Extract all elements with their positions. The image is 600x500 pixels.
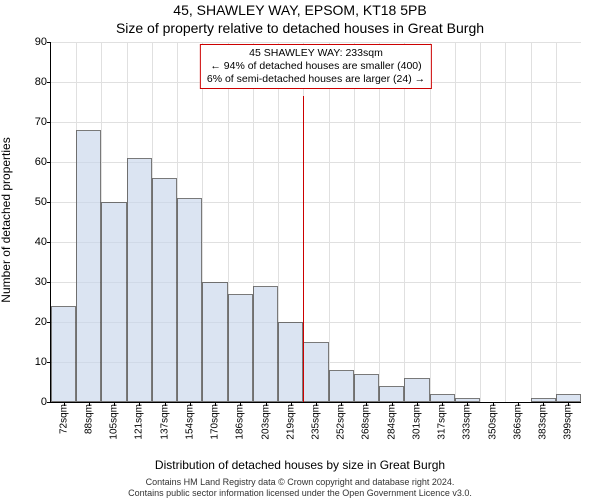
gridline-v bbox=[354, 42, 355, 402]
gridline-v bbox=[430, 42, 431, 402]
annotation-line: 6% of semi-detached houses are larger (2… bbox=[207, 73, 425, 86]
xtick-label: 105sqm bbox=[109, 402, 120, 440]
chart-title-line1: 45, SHAWLEY WAY, EPSOM, KT18 5PB bbox=[0, 2, 600, 18]
annotation-box: 45 SHAWLEY WAY: 233sqm← 94% of detached … bbox=[200, 44, 432, 89]
ytick-label: 70 bbox=[35, 116, 51, 128]
histogram-bar bbox=[51, 306, 76, 402]
xtick-label: 170sqm bbox=[210, 402, 221, 440]
gridline-v bbox=[329, 42, 330, 402]
xtick-label: 268sqm bbox=[361, 402, 372, 440]
xtick-label: 235sqm bbox=[311, 402, 322, 440]
xtick-label: 252sqm bbox=[336, 402, 347, 440]
histogram-bar bbox=[76, 130, 101, 402]
gridline-v bbox=[505, 42, 506, 402]
histogram-bar bbox=[354, 374, 379, 402]
chart-title-line2: Size of property relative to detached ho… bbox=[0, 20, 600, 36]
histogram-bar bbox=[430, 394, 455, 402]
xtick-label: 186sqm bbox=[235, 402, 246, 440]
xtick-label: 88sqm bbox=[83, 402, 94, 434]
chart-container: 45, SHAWLEY WAY, EPSOM, KT18 5PB Size of… bbox=[0, 0, 600, 500]
footer-line-1: Contains HM Land Registry data © Crown c… bbox=[146, 477, 455, 487]
gridline-v bbox=[480, 42, 481, 402]
y-axis-label: Number of detached properties bbox=[0, 137, 13, 302]
histogram-bar bbox=[177, 198, 202, 402]
xtick-label: 121sqm bbox=[134, 402, 145, 440]
xtick-label: 137sqm bbox=[159, 402, 170, 440]
xtick-label: 301sqm bbox=[411, 402, 422, 440]
plot-area: 010203040506070809072sqm88sqm105sqm121sq… bbox=[50, 42, 581, 403]
gridline-v bbox=[531, 42, 532, 402]
xtick-label: 154sqm bbox=[184, 402, 195, 440]
annotation-line: 45 SHAWLEY WAY: 233sqm bbox=[207, 47, 425, 60]
histogram-bar bbox=[556, 394, 581, 402]
histogram-bar bbox=[152, 178, 177, 402]
xtick-label: 72sqm bbox=[58, 402, 69, 434]
xtick-label: 203sqm bbox=[260, 402, 271, 440]
ytick-label: 60 bbox=[35, 156, 51, 168]
ytick-label: 80 bbox=[35, 76, 51, 88]
histogram-bar bbox=[101, 202, 126, 402]
ytick-label: 30 bbox=[35, 276, 51, 288]
histogram-bar bbox=[127, 158, 152, 402]
ytick-label: 0 bbox=[41, 396, 51, 408]
footer-line-2: Contains public sector information licen… bbox=[128, 488, 472, 498]
x-axis-label: Distribution of detached houses by size … bbox=[0, 458, 600, 472]
histogram-bar bbox=[278, 322, 303, 402]
histogram-bar bbox=[228, 294, 253, 402]
gridline-h bbox=[51, 42, 581, 43]
xtick-label: 399sqm bbox=[563, 402, 574, 440]
ytick-label: 50 bbox=[35, 196, 51, 208]
annotation-line: ← 94% of detached houses are smaller (40… bbox=[207, 60, 425, 73]
xtick-label: 333sqm bbox=[462, 402, 473, 440]
gridline-v bbox=[379, 42, 380, 402]
gridline-h bbox=[51, 122, 581, 123]
ytick-label: 20 bbox=[35, 316, 51, 328]
xtick-label: 317sqm bbox=[437, 402, 448, 440]
ytick-label: 40 bbox=[35, 236, 51, 248]
xtick-label: 284sqm bbox=[386, 402, 397, 440]
gridline-v bbox=[404, 42, 405, 402]
histogram-bar bbox=[303, 342, 328, 402]
xtick-label: 350sqm bbox=[487, 402, 498, 440]
xtick-label: 219sqm bbox=[285, 402, 296, 440]
ytick-label: 90 bbox=[35, 36, 51, 48]
annotation-marker-line bbox=[303, 96, 304, 402]
histogram-bar bbox=[202, 282, 227, 402]
xtick-label: 366sqm bbox=[512, 402, 523, 440]
footer-attribution: Contains HM Land Registry data © Crown c… bbox=[0, 477, 600, 498]
gridline-v bbox=[556, 42, 557, 402]
ytick-label: 10 bbox=[35, 356, 51, 368]
histogram-bar bbox=[253, 286, 278, 402]
xtick-label: 383sqm bbox=[538, 402, 549, 440]
histogram-bar bbox=[404, 378, 429, 402]
histogram-bar bbox=[329, 370, 354, 402]
gridline-v bbox=[455, 42, 456, 402]
histogram-bar bbox=[379, 386, 404, 402]
